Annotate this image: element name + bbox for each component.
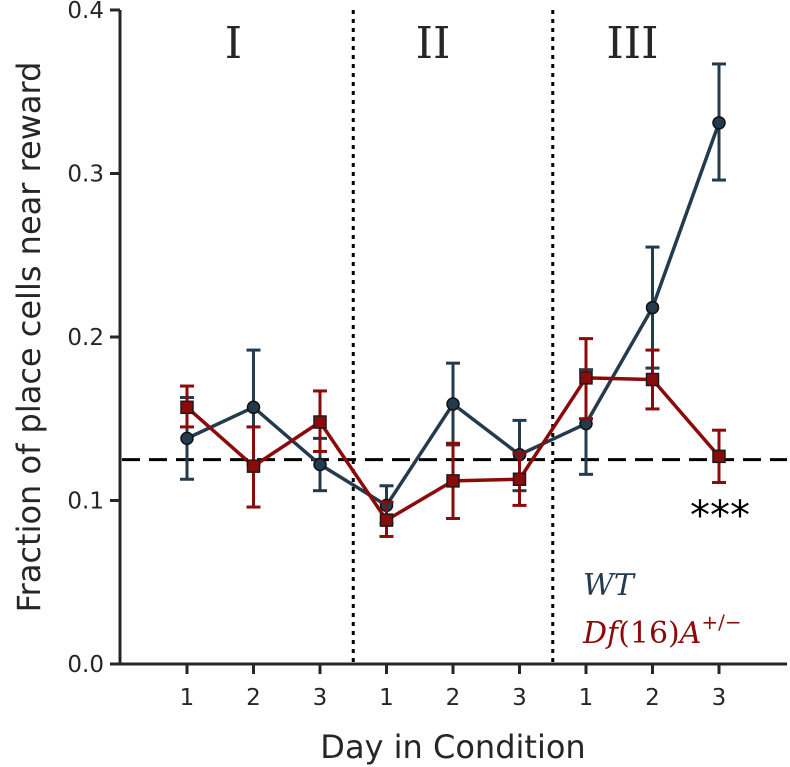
x-tick-label-5: 3: [512, 685, 527, 711]
x-tick-label-4: 2: [446, 685, 461, 711]
legend-entry-df16a: Df(16)A+/−: [582, 610, 742, 651]
x-tick-label-1: 2: [246, 685, 261, 711]
point-df16a-2: [313, 415, 327, 429]
point-wt-0: [180, 431, 194, 446]
point-wt-4: [446, 397, 460, 411]
y-tick-label-1: 0.1: [67, 489, 104, 515]
point-df16a-6: [579, 371, 593, 385]
point-wt-2: [313, 457, 327, 472]
point-df16a-7: [645, 372, 660, 387]
series-df16a: [180, 337, 726, 538]
point-df16a-5: [512, 472, 527, 486]
point-wt-8: [712, 116, 726, 130]
y-tick-label-0: 0.0: [67, 652, 104, 678]
legend-entry-wt: WT: [583, 568, 636, 603]
point-df16a-4: [446, 474, 460, 488]
y-tick-label-3: 0.3: [67, 162, 104, 188]
legend: WT Df(16)A+/−: [582, 568, 742, 651]
significance-annotation: ***: [690, 493, 750, 539]
legend-a: A: [677, 616, 702, 651]
condition-label-1: I: [225, 18, 242, 69]
legend-superscript: +/−: [701, 610, 741, 634]
point-df16a-3: [379, 513, 394, 527]
x-tick-label-8: 3: [712, 685, 727, 711]
series: [180, 62, 726, 538]
x-axis-label: Day in Condition: [320, 728, 585, 766]
y-tick-label-4: 0.4: [67, 0, 104, 24]
condition-dividers: [351, 10, 555, 664]
point-df16a-0: [180, 400, 194, 415]
condition-labels: I II III: [225, 18, 659, 69]
point-wt-7: [645, 300, 660, 315]
y-ticks: 0.0 0.1 0.2 0.3 0.4: [67, 0, 120, 678]
x-tick-label-2: 3: [313, 685, 328, 711]
point-wt-1: [246, 400, 261, 415]
condition-label-3: III: [606, 18, 658, 69]
y-tick-label-2: 0.2: [67, 325, 104, 351]
axes: [118, 10, 787, 666]
x-tick-label-6: 1: [579, 685, 594, 711]
y-axis-label: Fraction of place cells near reward: [10, 62, 48, 613]
condition-label-2: II: [416, 18, 451, 69]
point-df16a-1: [246, 459, 261, 473]
x-tick-label-0: 1: [180, 685, 195, 711]
x-ticks: 1 2 3 1 2 3 1 2 3: [180, 664, 727, 711]
x-tick-label-3: 1: [379, 685, 394, 711]
legend-16: (16): [618, 616, 680, 651]
legend-df: Df: [582, 616, 623, 651]
point-df16a-8: [712, 449, 726, 464]
x-tick-label-7: 2: [645, 685, 660, 711]
